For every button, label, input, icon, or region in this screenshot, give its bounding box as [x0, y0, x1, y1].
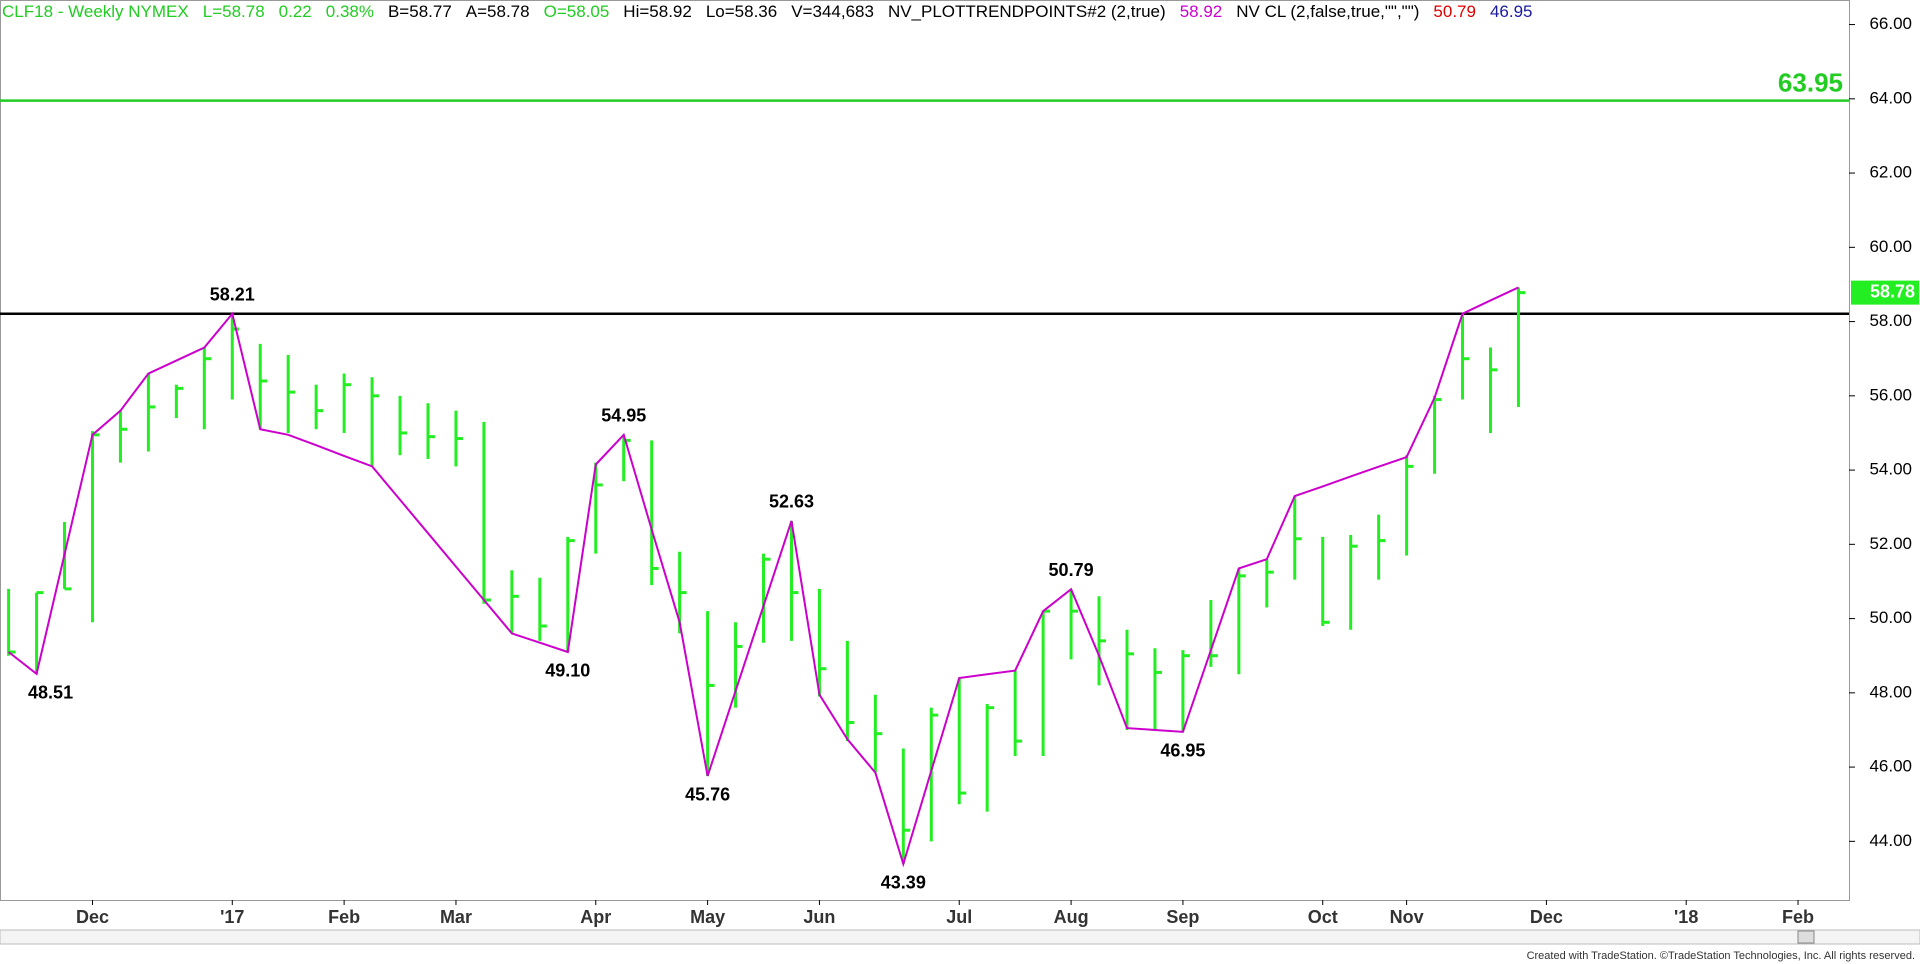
header-item: 58.92	[1179, 2, 1223, 21]
x-tick-label: Nov	[1390, 907, 1424, 927]
header-item: Lo=58.36	[705, 2, 778, 21]
pivot-label: 46.95	[1160, 741, 1205, 761]
x-tick-label: Feb	[1782, 907, 1814, 927]
header-item: B=58.77	[387, 2, 452, 21]
x-tick-label: '17	[220, 907, 244, 927]
plot-frame	[0, 0, 1850, 901]
header: CLF18 - Weekly NYMEX L=58.78 0.22 0.38% B=58…	[2, 2, 1533, 22]
pivot-label: 52.63	[769, 492, 814, 512]
y-tick-label: 44.00	[1869, 831, 1912, 850]
pivot-label: 58.21	[210, 285, 255, 305]
pivot-label: 50.79	[1049, 560, 1094, 580]
header-item: 50.79	[1433, 2, 1476, 21]
y-tick-label: 50.00	[1869, 608, 1912, 627]
trend-line	[7, 286, 1519, 868]
last-price-tag	[1851, 280, 1919, 305]
footer: Created with TradeStation. ©TradeStation…	[1527, 950, 1915, 962]
x-tick-label: Jul	[946, 907, 972, 927]
pivot-label: 48.51	[28, 683, 73, 703]
scroll-thumb[interactable]	[1797, 930, 1815, 944]
pivot-label: 49.10	[545, 661, 590, 681]
y-tick-label: 54.00	[1869, 460, 1912, 479]
x-tick-label: Dec	[1530, 907, 1563, 927]
x-tick-label: Feb	[328, 907, 360, 927]
header-item: V=344,683	[791, 2, 874, 21]
pivot-label: 45.76	[685, 785, 730, 805]
header-item: 0.22	[278, 2, 312, 21]
x-tick-label: Dec	[76, 907, 109, 927]
last-price-label: 58.78	[1870, 281, 1915, 301]
y-tick-label: 64.00	[1869, 88, 1912, 107]
x-tick-label: '18	[1674, 907, 1698, 927]
header-item: 0.38%	[325, 2, 374, 21]
x-tick-label: May	[690, 907, 725, 927]
header-item: A=58.78	[465, 2, 530, 21]
header-item: 46.95	[1489, 2, 1533, 21]
x-tick-label: Sep	[1166, 907, 1199, 927]
header-item: Hi=58.92	[623, 2, 692, 21]
pivot-label: 43.39	[881, 873, 926, 893]
y-tick-label: 60.00	[1869, 237, 1912, 256]
horizontal-line-label: 63.95	[1778, 68, 1843, 98]
y-tick-label: 52.00	[1869, 534, 1912, 553]
header-item: O=58.05	[543, 2, 610, 21]
pivot-label: 54.95	[601, 406, 646, 426]
scrollbar[interactable]	[0, 929, 1920, 945]
x-tick-label: Aug	[1054, 907, 1089, 927]
header-item: NV_PLOTTRENDPOINTS#2 (2,true)	[887, 2, 1166, 21]
x-tick-label: Mar	[440, 907, 472, 927]
x-tick-label: Apr	[580, 907, 611, 927]
header-item: NV CL (2,false,true,"","")	[1236, 2, 1420, 21]
x-tick-label: Jun	[803, 907, 835, 927]
y-tick-label: 46.00	[1869, 757, 1912, 776]
header-item: CLF18 - Weekly NYMEX	[2, 2, 189, 21]
y-tick-label: 62.00	[1869, 163, 1912, 182]
y-tick-label: 56.00	[1869, 385, 1912, 404]
y-tick-label: 48.00	[1869, 682, 1912, 701]
y-tick-label: 58.00	[1869, 311, 1912, 330]
header-item: L=58.78	[202, 2, 265, 21]
x-tick-label: Oct	[1308, 907, 1338, 927]
y-tick-label: 66.00	[1869, 14, 1912, 33]
